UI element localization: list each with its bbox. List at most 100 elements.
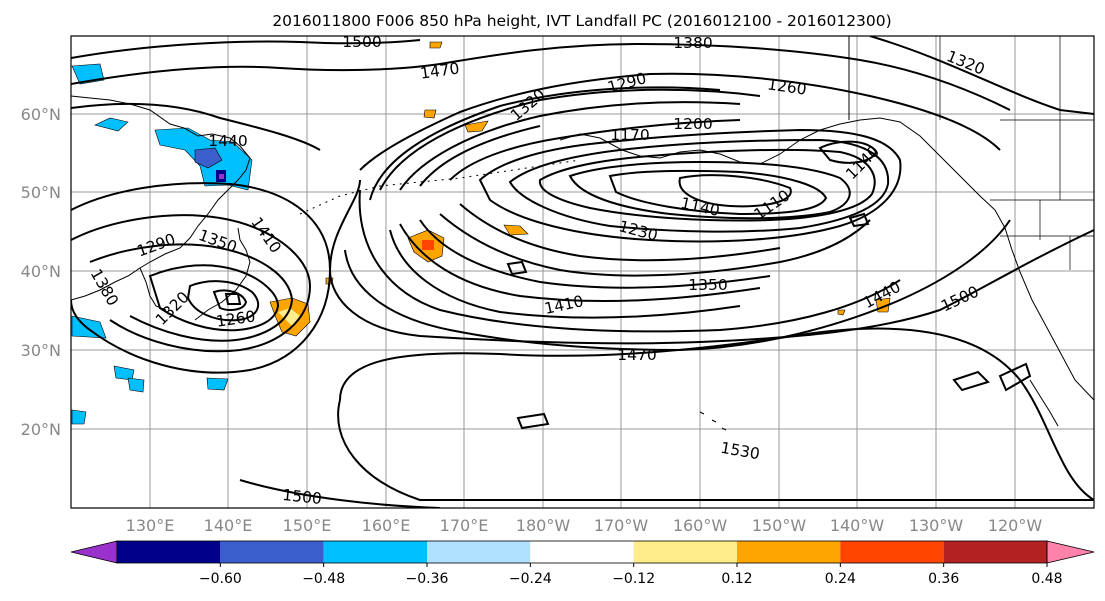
contour-label: 1500 <box>342 33 381 51</box>
contour-small-mid <box>506 260 528 276</box>
longitude-label: 150°E <box>283 516 332 535</box>
contour-1110 <box>678 174 792 208</box>
ivt-shading <box>71 41 891 425</box>
height-contours <box>71 36 1094 508</box>
contour-1140-east <box>818 140 878 164</box>
ivt-patch-min <box>219 174 224 179</box>
contour-1200 <box>538 148 876 222</box>
colorbar-segment <box>530 541 634 563</box>
colorbar-tick-label: 0.24 <box>825 571 856 587</box>
contour-low-7 <box>224 293 242 305</box>
colorbar: −0.60 −0.48 −0.36 −0.24 −0.12 0.12 0.24 0.36 0.4… <box>70 540 1095 587</box>
contour-1440 <box>71 72 1001 333</box>
colorbar-tick-label: −0.48 <box>302 571 345 587</box>
contour-low-2 <box>71 214 312 353</box>
map-background <box>71 36 1094 508</box>
colorbar-segment <box>220 541 324 563</box>
contour-1290 <box>449 119 781 262</box>
longitude-label: 150°W <box>752 516 807 535</box>
latitude-label: 50°N <box>21 183 61 202</box>
contour-small-east2 <box>952 362 1032 392</box>
contour-1470 <box>71 42 1011 352</box>
ivt-patch-positive <box>464 120 489 133</box>
longitude-label: 170°E <box>440 516 489 535</box>
longitude-label: 160°W <box>673 516 728 535</box>
contour-1140 <box>608 169 828 216</box>
map-panel: 1500 1380 1470 1320 1290 1260 1200 1170 … <box>70 33 1095 509</box>
colorbar-tick-label: 0.48 <box>1031 571 1062 587</box>
alaska-coast <box>559 117 996 211</box>
colorbar-segment <box>943 541 1047 563</box>
contour-label: 1470 <box>617 346 656 364</box>
latitude-label: 60°N <box>21 105 61 124</box>
contour-label: 1500 <box>282 486 323 508</box>
colorbar-extend-min <box>70 540 118 564</box>
longitude-labels: 130°E 140°E 150°E 160°E 170°E 180°W 170°W 160°W… <box>126 516 1043 535</box>
map-border <box>70 35 1095 509</box>
longitude-label: 120°W <box>988 516 1043 535</box>
colorbar-segment <box>323 541 427 563</box>
north-america-coast <box>994 209 1094 401</box>
contour-label: 1380 <box>673 34 712 52</box>
longitude-label: 180°W <box>516 516 571 535</box>
ivt-patch-positive <box>837 309 846 316</box>
ivt-patch-positive <box>423 109 437 119</box>
contour-1410 <box>369 86 741 319</box>
ivt-patch-negative-strong <box>194 147 223 169</box>
contour-1170 <box>568 160 851 220</box>
contour-label: 1170 <box>610 126 649 144</box>
colorbar-tick-label: 0.12 <box>721 571 752 587</box>
ivt-patch-negative <box>71 409 87 425</box>
contour-label: 1470 <box>419 59 461 82</box>
longitude-label: 160°E <box>362 516 411 535</box>
contour-low-4 <box>148 264 280 332</box>
coastlines <box>71 36 1094 431</box>
longitude-label: 130°E <box>126 516 175 535</box>
contour-label: 1260 <box>766 75 808 98</box>
longitude-label: 170°W <box>594 516 649 535</box>
colorbar-segment <box>117 541 221 563</box>
colorbar-tick-label: 0.36 <box>928 571 959 587</box>
ivt-patch-positive <box>429 41 443 49</box>
contour-1380 <box>379 88 761 303</box>
ivt-patch-positive <box>503 224 529 236</box>
colorbar-segment <box>840 541 944 563</box>
state-borders <box>939 36 1094 270</box>
ivt-patch-negative <box>94 117 129 132</box>
latitude-labels: 60°N 50°N 40°N 30°N 20°N <box>21 105 61 439</box>
colorbar-tick-label: −0.60 <box>199 571 242 587</box>
japan-coast <box>194 227 251 321</box>
ivt-patch-positive-weak <box>278 308 300 326</box>
contour-1350 <box>399 101 771 289</box>
aleutian-chain <box>299 159 581 215</box>
contour-small-subtrop <box>516 412 550 430</box>
contour-1260 <box>478 128 902 243</box>
colorbar-tick-label: −0.36 <box>406 571 449 587</box>
contour-label: 1440 <box>208 132 247 150</box>
contour-small-east <box>848 212 870 228</box>
colorbar-segment <box>737 541 841 563</box>
colorbar-segment <box>633 541 737 563</box>
baja-coast <box>1029 379 1059 427</box>
figure-title: 2016011800 F006 850 hPa height, IVT Land… <box>272 12 891 30</box>
contour-low-3 <box>89 243 294 342</box>
contour-1320 <box>419 125 871 277</box>
ivt-patch-negative <box>206 377 229 391</box>
ivt-patch-negative <box>127 377 145 393</box>
contour-low-1 <box>71 182 332 374</box>
longitude-label: 140°W <box>830 516 885 535</box>
contour-low-6 <box>212 289 248 311</box>
colorbar-tick-label: −0.12 <box>612 571 655 587</box>
contour-1500-south <box>239 479 441 508</box>
longitude-label: 130°W <box>909 516 964 535</box>
contour-label: 1260 <box>215 307 257 330</box>
colorbar-extend-max <box>1046 540 1095 564</box>
contour-label: 1200 <box>673 115 712 133</box>
ivt-patch-positive-strong <box>422 240 434 250</box>
contour-low-5 <box>186 280 260 322</box>
colorbar-tick-label: −0.24 <box>509 571 552 587</box>
contour-1230 <box>508 138 890 233</box>
colorbar-outline <box>116 540 1048 564</box>
latitude-label: 30°N <box>21 341 61 360</box>
longitude-label: 140°E <box>204 516 253 535</box>
